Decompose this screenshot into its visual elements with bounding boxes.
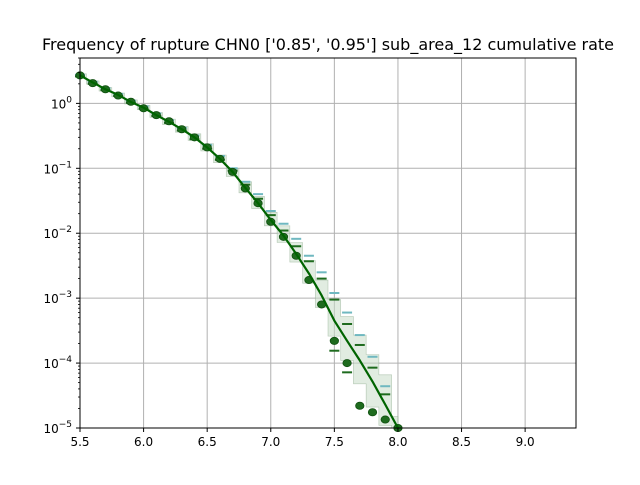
x-tick-label-2: 6.5 <box>198 435 217 449</box>
y-tick-base-2: 10 <box>43 292 58 306</box>
confidence-band <box>79 73 399 429</box>
x-tick-label-5: 8.0 <box>388 435 407 449</box>
x-axis-ticks: 5.5 6.0 6.5 7.0 7.5 8.0 8.5 9.0 <box>70 428 535 449</box>
model-line <box>79 74 399 429</box>
chart-title: Frequency of rupture CHN0 ['0.85', '0.95… <box>42 35 614 55</box>
x-tick-label-6: 8.5 <box>452 435 471 449</box>
y-tick-exp-3: −2 <box>59 225 72 235</box>
grid-lines <box>79 58 576 429</box>
model-line-layer <box>79 74 399 429</box>
y-tick-exp-0: −5 <box>59 420 72 430</box>
y-tick-base-0: 10 <box>43 422 58 436</box>
x-tick-label-4: 7.5 <box>325 435 344 449</box>
y-tick-exp-4: −1 <box>59 160 72 170</box>
y-tick-exp-1: −4 <box>59 355 73 365</box>
x-tick-label-0: 5.5 <box>70 435 89 449</box>
observed-point-20 <box>329 336 339 345</box>
y-tick-base-3: 10 <box>43 227 58 241</box>
observed-point-21 <box>342 359 352 368</box>
y-tick-exp-5: 0 <box>66 95 72 105</box>
y-tick-base-1: 10 <box>43 357 58 371</box>
y-tick-base-5: 10 <box>51 97 66 111</box>
y-tick-exp-2: −3 <box>59 290 72 300</box>
y-tick-label-2: 10−3 <box>43 290 72 306</box>
observed-point-23 <box>367 408 378 417</box>
y-tick-label-5: 100 <box>51 95 72 111</box>
y-tick-label-3: 10−2 <box>43 225 72 241</box>
y-tick-label-1: 10−4 <box>43 355 72 371</box>
band-area <box>79 73 399 429</box>
y-tick-base-4: 10 <box>43 162 58 176</box>
x-tick-label-1: 6.0 <box>134 435 153 449</box>
observed-point-22 <box>355 401 365 410</box>
x-tick-label-3: 7.0 <box>261 435 280 449</box>
y-tick-label-0: 10−5 <box>43 420 72 436</box>
x-tick-label-7: 9.0 <box>516 435 535 449</box>
y-tick-label-4: 10−1 <box>43 160 72 176</box>
observed-point-24 <box>380 415 390 424</box>
